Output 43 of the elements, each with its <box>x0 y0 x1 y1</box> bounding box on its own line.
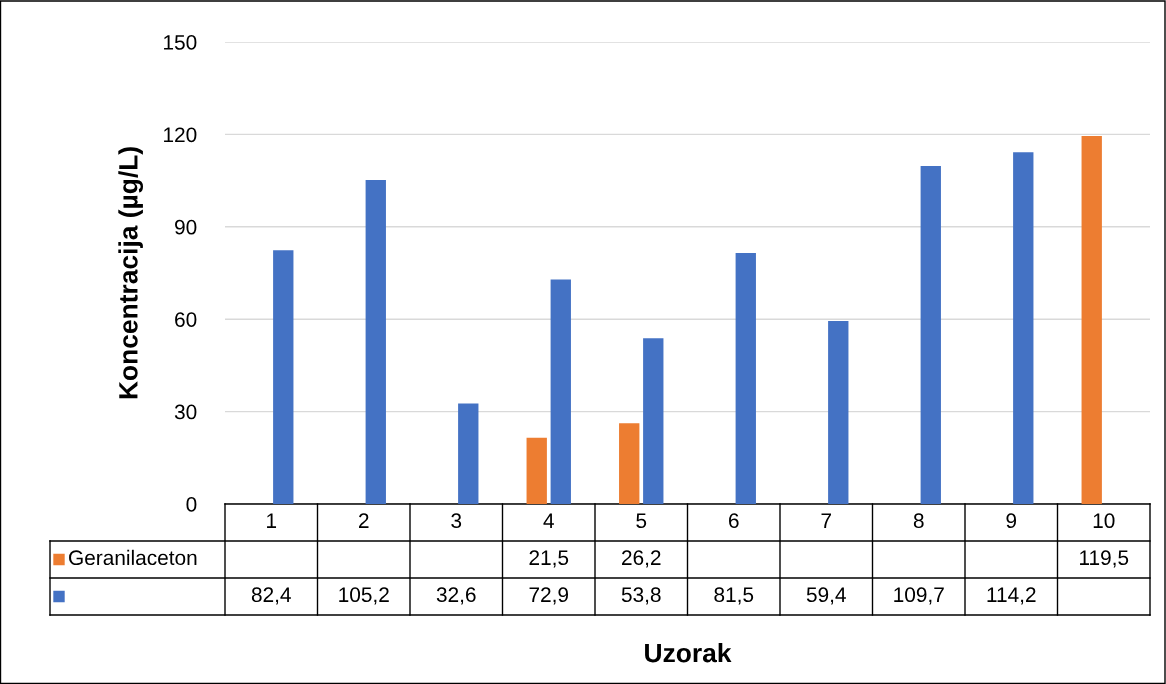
data-label: 21,5 <box>529 550 569 568</box>
bar <box>550 279 571 504</box>
x-tick-label: 8 <box>913 513 924 529</box>
bar <box>458 403 479 504</box>
x-tick-label: 7 <box>821 513 831 528</box>
data-label: 109,7 <box>894 587 944 605</box>
data-label: 105,2 <box>339 587 389 605</box>
bar <box>643 338 664 504</box>
bar <box>1013 152 1034 504</box>
bar <box>526 437 547 504</box>
x-tick-label: 2 <box>359 513 369 528</box>
x-tick-label: 10 <box>1093 513 1115 529</box>
bar <box>735 252 756 504</box>
y-axis-title: Koncentracija (µg/L) <box>118 147 144 399</box>
bar <box>619 423 640 504</box>
y-tick-label: 90 <box>175 219 197 235</box>
x-tick-label: 6 <box>729 513 739 529</box>
data-label: 119,5 <box>1080 550 1129 568</box>
data-label: 82,4 <box>251 587 291 605</box>
bar <box>273 250 294 504</box>
x-tick-label: 3 <box>451 513 462 529</box>
bar <box>828 321 849 504</box>
data-label: 32,6 <box>436 587 476 605</box>
data-label: 53,8 <box>621 587 661 605</box>
data-label: 72,9 <box>529 587 569 605</box>
data-label: 59,4 <box>806 587 846 605</box>
data-label: 81,5 <box>714 587 754 605</box>
x-tick-label: 9 <box>1006 513 1017 529</box>
y-tick-label: 60 <box>175 312 197 327</box>
x-axis-title: Uzorak <box>645 643 732 663</box>
data-label: 26,2 <box>622 550 661 568</box>
data-label: 114,2 <box>987 587 1036 605</box>
y-tick-label: 0 <box>186 497 197 512</box>
x-tick-label: 4 <box>543 513 554 528</box>
bar <box>365 179 386 504</box>
legend-label: Geranilaceton <box>69 549 197 566</box>
bar <box>920 166 941 504</box>
y-tick-label: 150 <box>164 35 197 50</box>
x-tick-label: 1 <box>267 513 277 528</box>
bar <box>1081 135 1102 504</box>
x-tick-label: 5 <box>636 513 647 529</box>
y-tick-label: 30 <box>174 404 197 420</box>
y-tick-label: 120 <box>164 127 197 143</box>
